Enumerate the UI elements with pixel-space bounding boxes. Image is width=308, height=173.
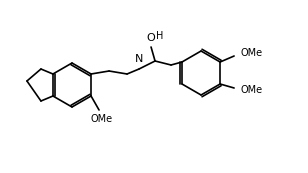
Text: H: H [156,31,164,41]
Text: OMe: OMe [240,48,262,58]
Text: N: N [135,54,143,64]
Text: OMe: OMe [91,114,113,124]
Text: O: O [147,33,156,43]
Text: OMe: OMe [240,85,262,95]
